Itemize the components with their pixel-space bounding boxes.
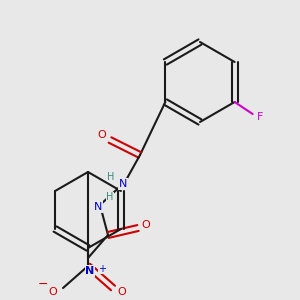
Text: N: N bbox=[94, 202, 102, 212]
Text: O: O bbox=[49, 287, 57, 297]
Text: −: − bbox=[38, 278, 48, 290]
Text: H: H bbox=[106, 192, 114, 202]
Text: O: O bbox=[118, 287, 126, 297]
Text: N: N bbox=[85, 266, 94, 276]
Text: N: N bbox=[119, 179, 127, 189]
Text: H: H bbox=[107, 172, 115, 182]
Text: O: O bbox=[142, 220, 150, 230]
Text: O: O bbox=[98, 130, 106, 140]
Text: +: + bbox=[98, 264, 106, 274]
Text: F: F bbox=[256, 112, 263, 122]
